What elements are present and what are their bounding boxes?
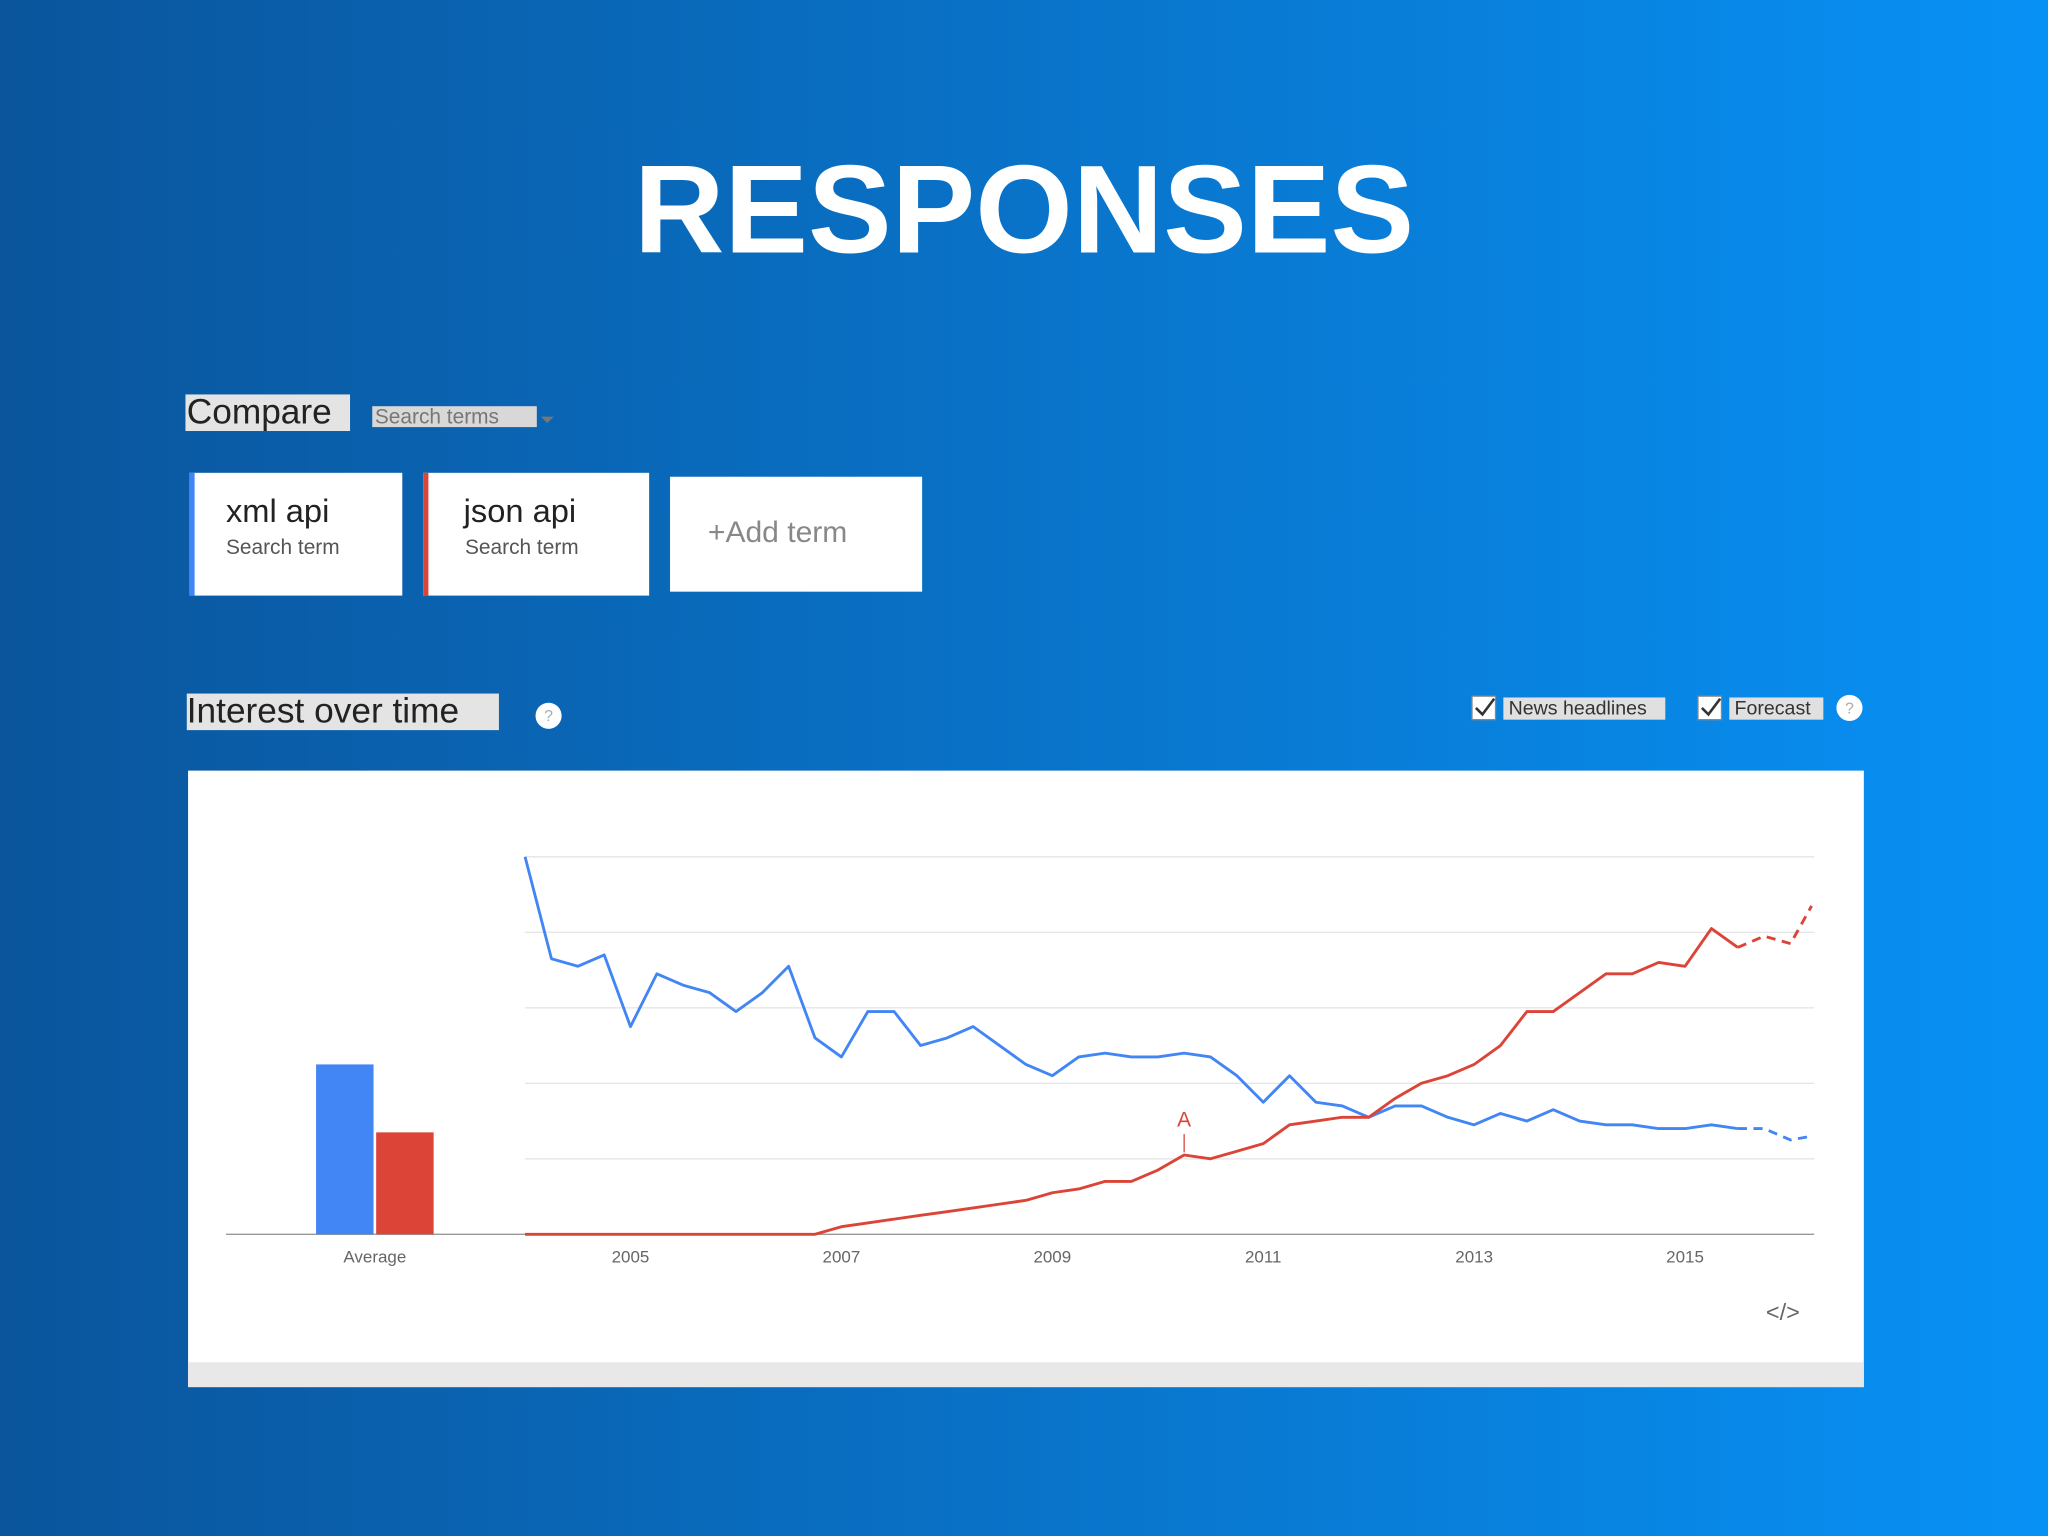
help-text: ? — [544, 708, 553, 725]
term-name: xml api — [226, 492, 329, 529]
term-sub: Search term — [226, 536, 340, 559]
highlight — [186, 693, 499, 731]
add-term[interactable]: +Add term — [708, 516, 847, 549]
term-box[interactable]: xml api Search term — [189, 472, 403, 596]
x-tick-label: 2015 — [1666, 1247, 1704, 1266]
x-tick-label: 2005 — [612, 1247, 650, 1266]
highlight — [185, 394, 351, 432]
term-card — [189, 472, 403, 596]
compare-hint: Search terms — [375, 405, 499, 428]
forecast-line — [1737, 1127, 1812, 1142]
embed-icon[interactable]: </> — [1766, 1299, 1800, 1325]
dropdown-arrow[interactable] — [540, 416, 554, 424]
term-card — [423, 472, 650, 596]
x-tick-label: 2011 — [1245, 1247, 1282, 1266]
check-mark — [1700, 697, 1722, 717]
compare-label: Compare — [187, 392, 332, 431]
average-label: Average — [343, 1247, 406, 1266]
checkbox[interactable] — [1471, 695, 1497, 721]
option-label: Forecast — [1735, 697, 1812, 719]
x-tick-label: 2009 — [1033, 1247, 1071, 1266]
x-tick-label: 2007 — [823, 1247, 861, 1266]
slide-title: RESPONSES — [634, 139, 1414, 280]
x-tick-label: 2013 — [1455, 1247, 1493, 1266]
options: News headlines Forecast — [1471, 695, 1824, 721]
average-bar — [316, 1064, 374, 1235]
add-term-box[interactable]: +Add term — [670, 476, 923, 592]
series-line — [525, 927, 1739, 1236]
chart-card — [188, 770, 1864, 1388]
term-box[interactable]: json api Search term — [423, 472, 650, 596]
average-bar — [376, 1132, 434, 1235]
series-line — [523, 856, 1739, 1131]
term-color — [423, 472, 429, 596]
term-color — [189, 472, 195, 596]
help-icon[interactable] — [535, 702, 562, 729]
highlight — [372, 406, 537, 428]
check-mark — [1474, 697, 1496, 717]
add-term-card — [670, 476, 923, 592]
card-footer — [188, 1362, 1864, 1388]
section-label: Interest over time — [187, 691, 459, 730]
help-icon[interactable] — [1836, 694, 1863, 721]
checkbox[interactable] — [1697, 695, 1723, 721]
annotation-label: A — [1177, 1109, 1191, 1132]
term-sub: Search term — [465, 536, 579, 559]
help-text: ? — [1845, 700, 1854, 717]
term-name: json api — [463, 492, 577, 529]
highlight — [1729, 697, 1824, 720]
chart: 2005 2007 2009 2011 2013 2015 Average A — [225, 856, 1815, 1266]
highlight — [1503, 697, 1666, 720]
option-label: News headlines — [1509, 697, 1647, 719]
